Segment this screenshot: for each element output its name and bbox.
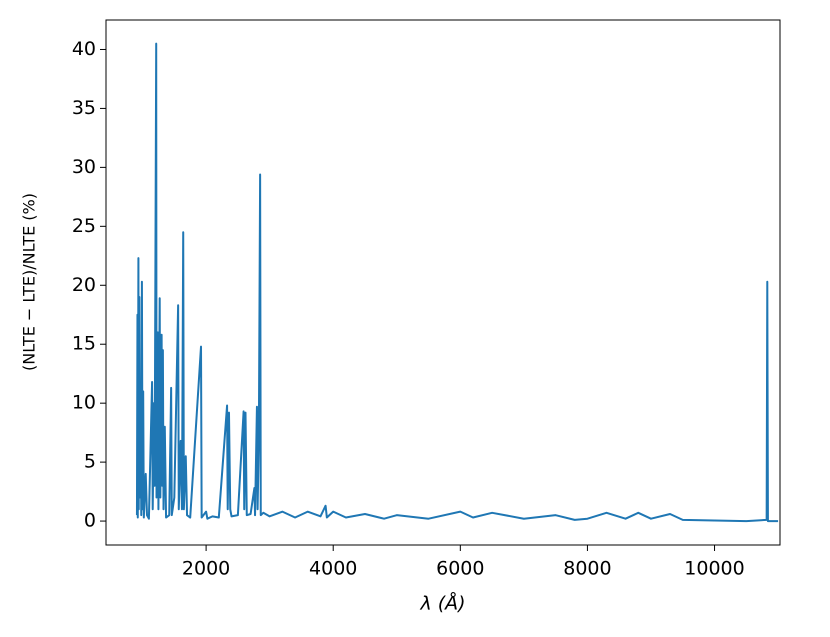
y-tick-label: 35: [72, 97, 96, 119]
x-tick-label: 4000: [309, 558, 357, 580]
y-tick-label: 0: [84, 510, 96, 532]
plot-frame: [105, 19, 781, 546]
x-axis-label: λ (Å): [419, 592, 465, 615]
x-tick-label: 10000: [684, 558, 744, 580]
y-tick-label: 40: [72, 38, 96, 60]
y-tick-label: 5: [84, 451, 96, 473]
y-tick-label: 20: [72, 274, 96, 296]
y-axis-label: (NLTE − LTE)/NLTE (%): [20, 193, 39, 371]
x-tick-label: 6000: [436, 558, 484, 580]
data-line: [135, 42, 779, 523]
y-tick-label: 15: [72, 333, 96, 355]
y-tick-label: 30: [72, 156, 96, 178]
y-tick-label: 25: [72, 215, 96, 237]
x-tick-label: 8000: [563, 558, 611, 580]
y-tick-label: 10: [72, 392, 96, 414]
x-tick-label: 2000: [182, 558, 230, 580]
